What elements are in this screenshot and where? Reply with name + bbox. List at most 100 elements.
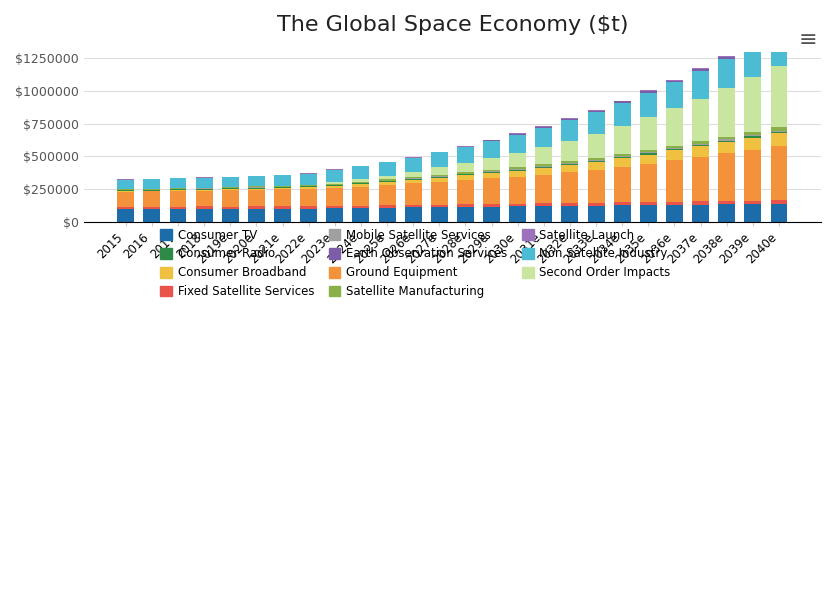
Bar xyxy=(457,173,474,174)
Bar xyxy=(457,204,474,207)
Bar xyxy=(718,140,735,142)
Bar xyxy=(300,209,317,222)
Bar xyxy=(117,192,135,207)
Bar xyxy=(535,147,553,164)
Bar xyxy=(562,206,579,222)
Bar xyxy=(274,188,291,189)
Bar xyxy=(353,187,370,206)
Bar xyxy=(144,179,161,189)
Bar xyxy=(640,153,657,154)
Bar xyxy=(692,68,709,69)
Bar xyxy=(326,186,344,188)
Bar xyxy=(483,173,500,179)
Bar xyxy=(144,189,161,190)
Bar xyxy=(692,145,709,146)
Bar xyxy=(771,29,788,30)
Bar xyxy=(692,146,709,157)
Bar xyxy=(718,55,735,57)
Bar xyxy=(718,153,735,201)
Bar xyxy=(588,202,604,206)
Bar xyxy=(562,203,579,206)
Bar xyxy=(405,171,421,177)
Bar xyxy=(562,163,579,164)
Bar xyxy=(535,128,553,147)
Bar xyxy=(353,179,370,182)
Bar xyxy=(535,174,553,203)
Bar xyxy=(509,134,526,153)
Bar xyxy=(562,164,579,165)
Bar xyxy=(431,174,448,176)
Bar xyxy=(744,135,762,136)
Bar xyxy=(326,209,344,222)
Bar xyxy=(614,102,630,103)
Bar xyxy=(274,175,291,186)
Bar xyxy=(692,141,709,143)
Bar xyxy=(744,136,762,137)
Bar xyxy=(170,179,186,188)
Bar xyxy=(509,206,526,222)
Bar xyxy=(483,171,500,172)
Bar xyxy=(614,202,630,206)
Bar xyxy=(405,180,421,184)
Bar xyxy=(744,43,762,44)
Bar xyxy=(614,100,630,102)
Bar xyxy=(666,145,683,148)
Bar xyxy=(744,204,762,222)
Bar xyxy=(509,169,526,170)
Bar xyxy=(379,162,395,176)
Bar xyxy=(535,206,553,222)
Bar xyxy=(718,142,735,153)
Bar xyxy=(588,160,604,161)
Bar xyxy=(692,98,709,141)
Bar xyxy=(614,158,630,167)
Bar xyxy=(326,182,344,184)
Bar xyxy=(117,190,135,192)
Bar xyxy=(771,133,788,146)
Bar xyxy=(248,190,265,206)
Bar xyxy=(274,206,291,209)
Bar xyxy=(718,201,735,204)
Bar xyxy=(379,181,395,182)
Bar xyxy=(771,200,788,204)
Bar xyxy=(431,167,448,174)
Bar xyxy=(771,128,788,131)
Bar xyxy=(300,174,317,185)
Bar xyxy=(326,185,344,186)
Bar xyxy=(274,209,291,222)
Bar xyxy=(535,164,553,166)
Bar xyxy=(509,204,526,206)
Bar xyxy=(222,209,239,222)
Bar xyxy=(744,150,762,201)
Title: The Global Space Economy ($t): The Global Space Economy ($t) xyxy=(277,15,628,35)
Bar xyxy=(457,163,474,172)
Bar xyxy=(196,189,212,190)
Bar xyxy=(144,190,161,191)
Bar xyxy=(666,148,683,149)
Bar xyxy=(535,166,553,167)
Bar xyxy=(353,167,370,179)
Bar xyxy=(326,188,344,206)
Bar xyxy=(588,161,604,162)
Bar xyxy=(405,178,421,179)
Bar xyxy=(718,204,735,222)
Bar xyxy=(744,77,762,132)
Bar xyxy=(483,172,500,173)
Bar xyxy=(457,175,474,180)
Bar xyxy=(640,164,657,202)
Bar xyxy=(300,206,317,209)
Bar xyxy=(144,192,161,207)
Bar xyxy=(535,167,553,168)
Bar xyxy=(457,174,474,175)
Bar xyxy=(588,157,604,160)
Bar xyxy=(744,46,762,77)
Bar xyxy=(692,204,709,222)
Bar xyxy=(196,178,212,188)
Bar xyxy=(353,182,370,183)
Bar xyxy=(248,206,265,209)
Bar xyxy=(300,187,317,188)
Bar xyxy=(666,150,683,161)
Bar xyxy=(614,206,630,222)
Bar xyxy=(562,161,579,163)
Bar xyxy=(457,180,474,204)
Bar xyxy=(640,154,657,164)
